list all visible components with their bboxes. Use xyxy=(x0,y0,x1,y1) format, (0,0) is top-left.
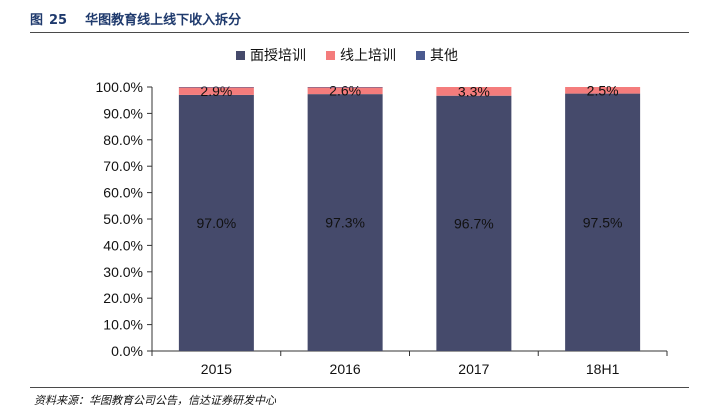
figure-number: 25 xyxy=(49,13,68,28)
bar-其他-2016 xyxy=(307,87,383,88)
data-label-面授培训-2016: 97.3% xyxy=(325,215,365,231)
y-tick-label: 30.0% xyxy=(103,264,143,280)
y-tick-label: 70.0% xyxy=(103,158,143,174)
y-tick-label: 60.0% xyxy=(103,185,143,201)
data-label-线上培训-2015: 2.9% xyxy=(200,83,232,99)
x-tick-label: 2016 xyxy=(330,361,361,377)
y-tick-label: 40.0% xyxy=(103,237,143,253)
x-tick-label: 2017 xyxy=(458,361,489,377)
x-tick-label: 2015 xyxy=(201,361,232,377)
legend-label-1: 线上培训 xyxy=(340,47,396,63)
figure-title-text: 华图教育线上线下收入拆分 xyxy=(85,13,242,28)
stacked-bar-chart: 面授培训 线上培训 其他 0.0% 10.0% 20.0% 30.0% 40.0% 50.0% 6… xyxy=(96,47,668,377)
bar-面授培训-2017 xyxy=(436,95,512,351)
bar-线上培训-2015 xyxy=(178,87,254,95)
data-label-面授培训-18H1: 97.5% xyxy=(583,214,623,230)
data-label-线上培训-18H1: 2.5% xyxy=(587,82,619,98)
data-label-面授培训-2015: 97.0% xyxy=(197,215,237,231)
bar-面授培训-2015 xyxy=(178,94,254,352)
source-note: 资料来源：华图教育公司公告，信达证券研发中心 xyxy=(34,394,276,407)
data-label-线上培训-2017: 3.3% xyxy=(458,83,490,99)
y-tick-label: 80.0% xyxy=(103,132,143,148)
top-rule xyxy=(30,32,689,33)
y-tick-label: 0.0% xyxy=(111,343,143,359)
bar-线上培训-2017 xyxy=(436,87,512,96)
y-tick-label: 50.0% xyxy=(103,211,143,227)
bar-其他-2015 xyxy=(178,87,254,88)
bar-线上培训-18H1 xyxy=(565,87,641,94)
data-label-面授培训-2017: 96.7% xyxy=(454,215,494,231)
x-tick-label: 18H1 xyxy=(586,361,620,377)
figure-title: 图 25 华图教育线上线下收入拆分 xyxy=(30,9,241,28)
bar-线上培训-2016 xyxy=(307,87,383,95)
data-label-线上培训-2016: 2.6% xyxy=(329,83,361,99)
legend-swatch-1 xyxy=(326,51,335,60)
y-tick-label: 20.0% xyxy=(103,290,143,306)
bottom-rule xyxy=(30,387,689,388)
legend-label-0: 面授培训 xyxy=(250,47,306,63)
y-tick-label: 90.0% xyxy=(103,105,143,121)
legend-label-2: 其他 xyxy=(430,47,458,63)
y-tick-label: 10.0% xyxy=(103,317,143,333)
figure-footer: 资料来源：华图教育公司公告，信达证券研发中心 xyxy=(0,384,707,417)
figure-header: 图 25 华图教育线上线下收入拆分 xyxy=(0,0,707,34)
bar-面授培训-2016 xyxy=(307,94,383,352)
legend-swatch-0 xyxy=(236,51,245,60)
legend-swatch-2 xyxy=(416,51,425,60)
y-tick-label: 100.0% xyxy=(96,79,143,95)
chart-area: 面授培训 线上培训 其他 0.0% 10.0% 20.0% 30.0% 40.0% 50.0% 6… xyxy=(0,34,707,384)
bar-面授培训-18H1 xyxy=(565,93,641,351)
figure-label: 图 xyxy=(30,13,44,28)
